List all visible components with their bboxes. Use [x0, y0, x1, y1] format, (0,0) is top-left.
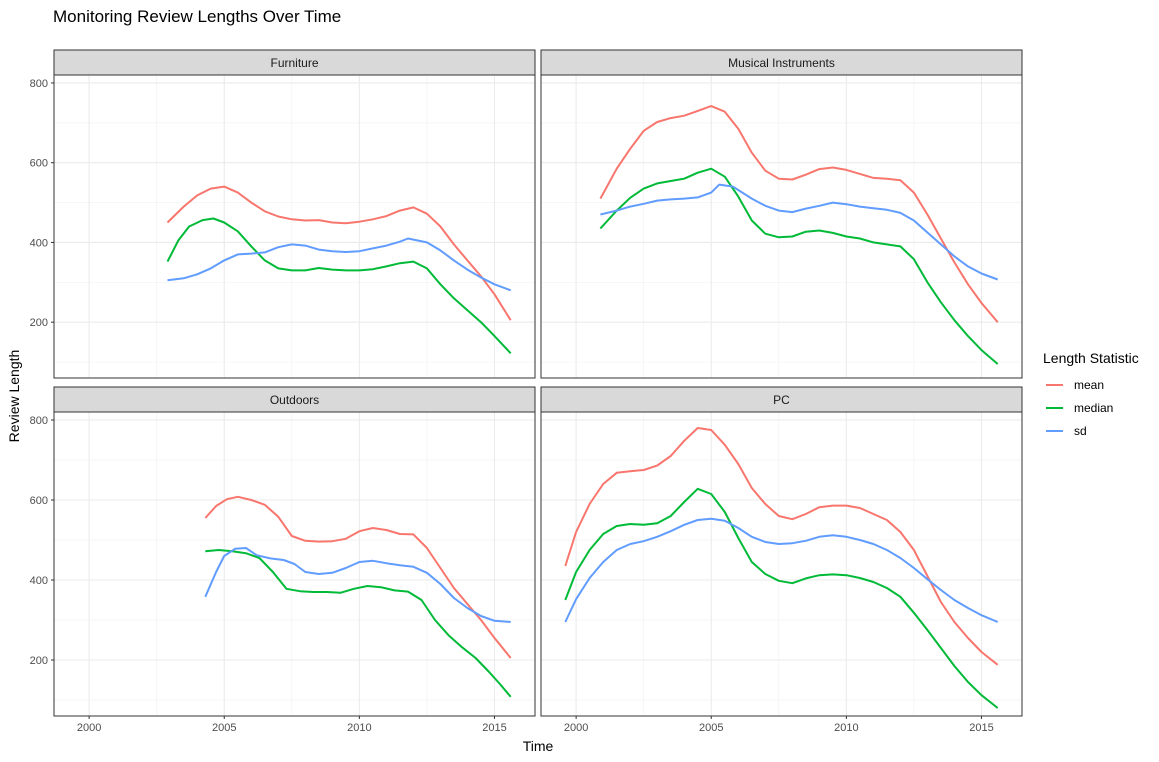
legend: Length Statistic mean median sd [1043, 350, 1139, 438]
series-line-median [599, 167, 999, 365]
y-tick-label: 400 [30, 575, 48, 587]
chart-title: Monitoring Review Lengths Over Time [53, 7, 341, 26]
panel-border [53, 74, 536, 379]
legend-label: median [1074, 401, 1113, 415]
panel-outdoors: Outdoors [53, 386, 536, 717]
panel-background [541, 412, 1022, 716]
y-tick-label: 400 [30, 237, 48, 249]
series-line-median [564, 487, 999, 709]
legend-entries: mean median sd [1046, 378, 1113, 438]
x-tick-label: 2000 [77, 722, 101, 734]
panel-background [54, 75, 535, 378]
x-axis-layer: 2000 2005 2010 2015 2000 2005 2010 2015 [77, 716, 994, 734]
x-tick-label: 2010 [347, 722, 371, 734]
x-tick-label: 2005 [699, 722, 723, 734]
panel-border [540, 74, 1023, 379]
facet-strip [53, 49, 536, 76]
y-axis-title: Review Length [6, 350, 22, 443]
x-tick-label: 2005 [212, 722, 236, 734]
legend-label: mean [1074, 378, 1104, 392]
panel-musical-instruments: Musical Instruments [540, 49, 1023, 379]
panels-layer: Furniture Musical Instruments Outdoors PC [53, 49, 1023, 717]
y-tick-label: 600 [30, 158, 48, 170]
panel-background [541, 75, 1022, 378]
y-tick-label: 600 [30, 495, 48, 507]
facet-label: Outdoors [270, 393, 319, 407]
facet-label: Musical Instruments [728, 56, 835, 70]
series-line-median [166, 217, 512, 354]
x-tick-label: 2015 [482, 722, 506, 734]
panel-border [53, 411, 536, 717]
panel-furniture: Furniture [53, 49, 536, 379]
facet-strip [540, 49, 1023, 76]
legend-title: Length Statistic [1043, 350, 1139, 366]
x-tick-label: 2010 [834, 722, 858, 734]
y-tick-label: 800 [30, 78, 48, 90]
series-line-mean [204, 495, 512, 659]
x-tick-label: 2000 [564, 722, 588, 734]
y-tick-label: 200 [30, 317, 48, 329]
series-line-sd [167, 237, 512, 292]
facet-label: Furniture [270, 56, 318, 70]
legend-entry-mean: mean [1046, 378, 1104, 392]
series-line-sd [564, 517, 999, 623]
y-axis-layer: 200 400 600 800 200 400 600 800 [30, 78, 54, 667]
x-tick-label: 2015 [969, 722, 993, 734]
facet-strip [53, 386, 536, 413]
y-tick-label: 200 [30, 655, 48, 667]
series-line-mean [166, 185, 512, 321]
legend-entry-median: median [1046, 401, 1113, 415]
x-axis-title: Time [523, 738, 554, 754]
panel-border [540, 411, 1023, 717]
series-line-mean [564, 427, 999, 666]
facet-label: PC [773, 393, 790, 407]
legend-label: sd [1074, 424, 1087, 438]
facet-strip [540, 386, 1023, 413]
legend-entry-sd: sd [1046, 424, 1087, 438]
series-line-mean [599, 105, 999, 323]
series-line-sd [204, 547, 511, 623]
y-tick-label: 800 [30, 415, 48, 427]
series-line-median [205, 549, 512, 698]
panel-pc: PC [540, 386, 1023, 717]
series-line-sd [600, 183, 999, 281]
